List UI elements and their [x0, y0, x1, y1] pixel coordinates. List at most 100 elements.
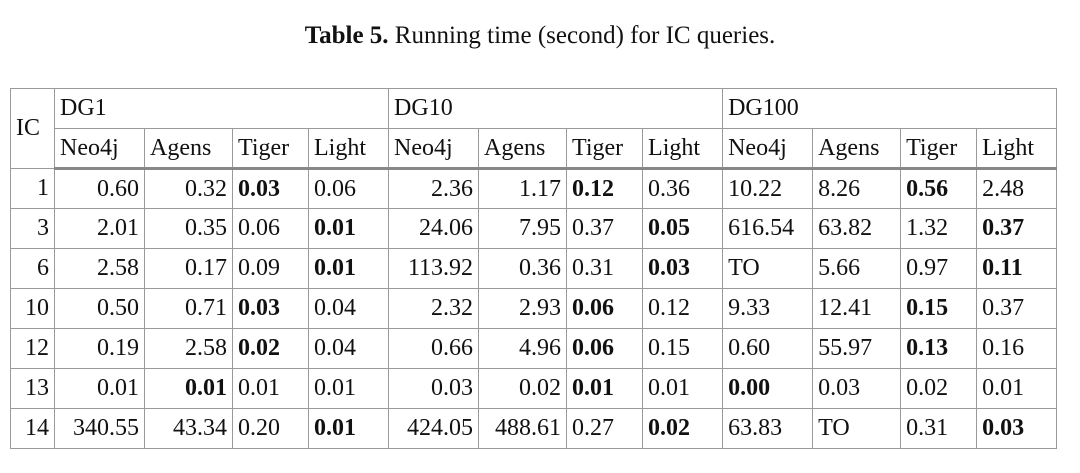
table-cell: 0.01: [232, 368, 309, 409]
table-cell: 0.97: [900, 248, 978, 289]
table-cell: 340.55: [54, 408, 145, 449]
table-cell: 0.09: [232, 248, 309, 289]
table-cell: 0.50: [54, 288, 145, 329]
header-tiger: Tiger: [900, 128, 978, 170]
table-cell: 0.01: [566, 368, 644, 409]
row-ic-label: 3: [10, 208, 55, 249]
table-row: 14 340.55 43.34 0.20 0.01 424.05 488.61 0.27 0.0…: [10, 408, 1058, 449]
table-row: 1 0.60 0.32 0.03 0.06 2.36 1.17 0.12 0.36 10.22 8.…: [10, 168, 1058, 209]
header-neo4j: Neo4j: [722, 128, 814, 170]
table-cell: 24.06: [388, 208, 480, 249]
table-cell: 0.01: [307, 408, 390, 449]
table-cell: 0.17: [144, 248, 233, 289]
row-ic-label: 13: [10, 368, 55, 409]
row-ic-label: 12: [10, 328, 55, 369]
header-row-systems: Neo4j Agens Tiger Light Neo4j Agens Tige…: [11, 128, 1058, 170]
table-row: 12 0.19 2.58 0.02 0.04 0.66 4.96 0.06 0.15 0.60 55…: [10, 328, 1058, 369]
table-cell: 10.22: [722, 168, 814, 209]
table-cell: 0.20: [232, 408, 309, 449]
header-light: Light: [642, 128, 724, 170]
table-cell: 0.00: [722, 368, 814, 409]
table-cell: 12.41: [812, 288, 902, 329]
table-cell: 424.05: [388, 408, 480, 449]
table-cell: 0.06: [566, 328, 644, 369]
table-cell: TO: [722, 248, 814, 289]
table-cell: 0.03: [642, 248, 724, 289]
table-cell: 0.01: [144, 368, 233, 409]
header-ic: IC: [10, 88, 55, 169]
table-cell: 0.01: [54, 368, 145, 409]
table-cell: 0.31: [900, 408, 978, 449]
header-neo4j: Neo4j: [388, 128, 480, 170]
table-cell: 0.06: [307, 168, 390, 209]
table-cell: 0.37: [976, 288, 1058, 329]
table-cell: 0.19: [54, 328, 145, 369]
table-cell: 0.11: [976, 248, 1058, 289]
table-cell: 616.54: [722, 208, 814, 249]
table-body: 1 0.60 0.32 0.03 0.06 2.36 1.17 0.12 0.36 10.22 8.…: [10, 168, 1058, 449]
table-cell: 5.66: [812, 248, 902, 289]
table-cell: 0.27: [566, 408, 644, 449]
table-cell: 1.32: [900, 208, 978, 249]
header-agens: Agens: [812, 128, 902, 170]
table-cell: 0.35: [144, 208, 233, 249]
table-cell: 2.93: [478, 288, 568, 329]
table-cell: 0.02: [232, 328, 309, 369]
row-ic-label: 6: [10, 248, 55, 289]
header-group-dg100: DG100: [722, 88, 1058, 129]
table-cell: 0.01: [642, 368, 724, 409]
table-cell: 55.97: [812, 328, 902, 369]
table-cell: 0.13: [900, 328, 978, 369]
table-cell: 9.33: [722, 288, 814, 329]
table-cell: 0.03: [976, 408, 1058, 449]
table-cell: 0.04: [307, 288, 390, 329]
table-cell: 2.32: [388, 288, 480, 329]
table-cell: 0.03: [232, 288, 309, 329]
header-group-dg1: DG1: [53, 88, 390, 129]
row-ic-label: 10: [10, 288, 55, 329]
header-neo4j: Neo4j: [54, 128, 145, 170]
table-cell: 2.58: [144, 328, 233, 369]
table-cell: 2.36: [388, 168, 480, 209]
table-cell: 0.01: [976, 368, 1058, 409]
header-row-groups: IC DG1 DG10 DG100: [10, 88, 1058, 169]
table-row: 13 0.01 0.01 0.01 0.01 0.03 0.02 0.01 0.01 0.00 0.…: [10, 368, 1058, 409]
table-cell: 63.83: [722, 408, 814, 449]
running-time-table: IC DG1 DG10 DG100 Neo4j Agens Tiger Ligh…: [10, 88, 1058, 449]
table-cell: 0.04: [307, 328, 390, 369]
table-row: 10 0.50 0.71 0.03 0.04 2.32 2.93 0.06 0.12 9.33 12…: [10, 288, 1058, 329]
table-cell: 63.82: [812, 208, 902, 249]
table-cell: 0.03: [388, 368, 480, 409]
table-cell: 0.06: [566, 288, 644, 329]
table-cell: 0.01: [307, 208, 390, 249]
header-tiger: Tiger: [232, 128, 309, 170]
row-ic-label: 14: [10, 408, 55, 449]
table-cell: 0.32: [144, 168, 233, 209]
table-cell: 0.71: [144, 288, 233, 329]
table-cell: 0.12: [642, 288, 724, 329]
table-cell: 0.03: [232, 168, 309, 209]
table-cell: 0.36: [478, 248, 568, 289]
table-row: 6 2.58 0.17 0.09 0.01 113.92 0.36 0.31 0.03 TO 5.6…: [10, 248, 1058, 289]
table-cell: 0.66: [388, 328, 480, 369]
table-cell: 0.02: [900, 368, 978, 409]
header-tiger: Tiger: [566, 128, 644, 170]
table-cell: 0.03: [812, 368, 902, 409]
table-cell: TO: [812, 408, 902, 449]
table-cell: 2.58: [54, 248, 145, 289]
table-cell: 43.34: [144, 408, 233, 449]
table-cell: 0.15: [642, 328, 724, 369]
table-cell: 0.60: [722, 328, 814, 369]
table-cell: 0.36: [642, 168, 724, 209]
header-light: Light: [307, 128, 390, 170]
table-cell: 8.26: [812, 168, 902, 209]
table-cell: 0.16: [976, 328, 1058, 369]
table-cell: 2.48: [976, 168, 1058, 209]
table-cell: 0.37: [976, 208, 1058, 249]
header-group-dg10: DG10: [388, 88, 724, 129]
table-cell: 0.15: [900, 288, 978, 329]
caption-text: Running time (second) for IC queries.: [388, 22, 776, 49]
table-cell: 7.95: [478, 208, 568, 249]
table-cell: 0.31: [566, 248, 644, 289]
table-cell: 0.02: [642, 408, 724, 449]
